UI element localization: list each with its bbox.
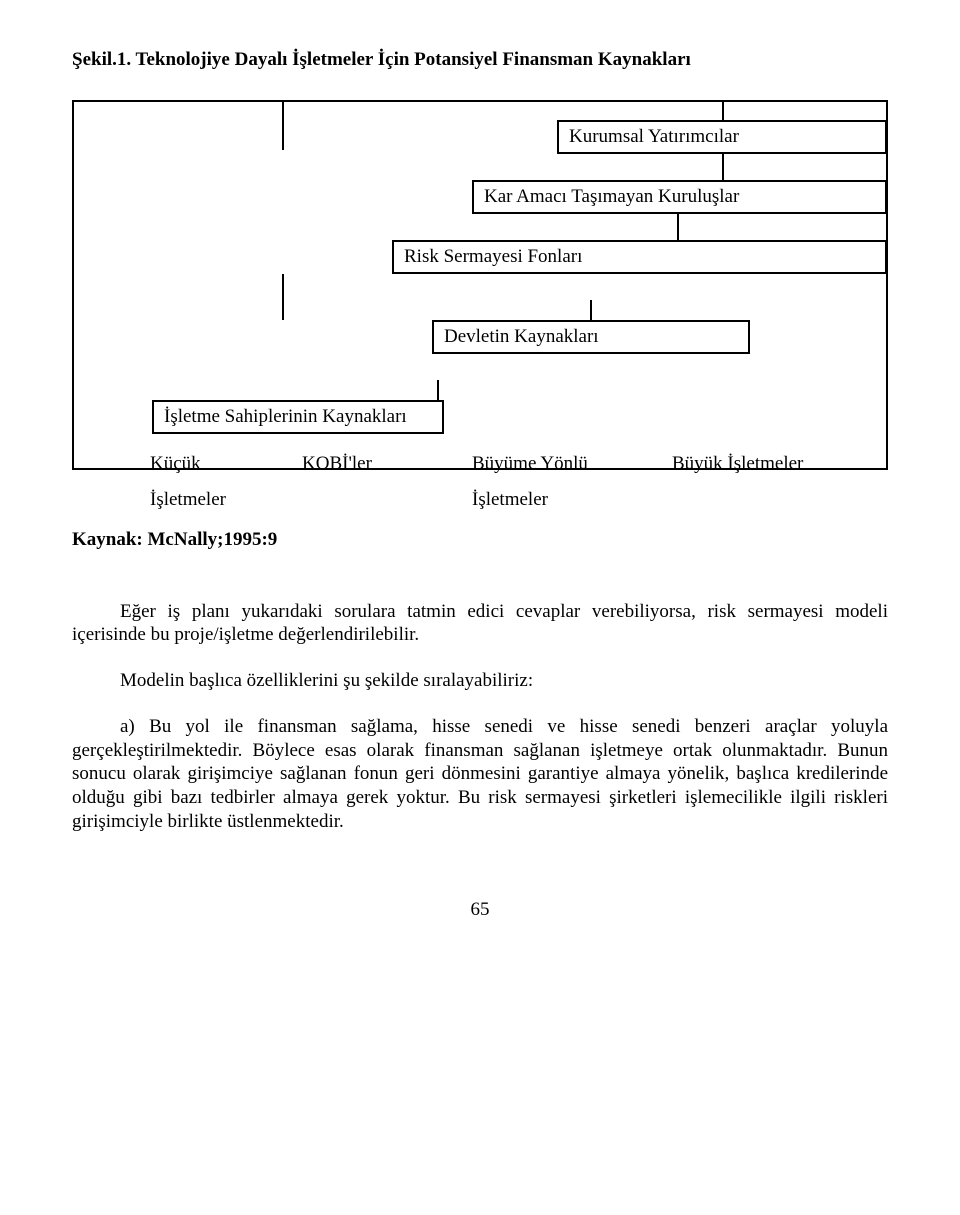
node-devlet-kaynaklari: Devletin Kaynakları bbox=[432, 320, 750, 354]
bottom-col-kucuk-b: İşletmeler bbox=[150, 488, 226, 512]
connector-devlet-top bbox=[590, 300, 592, 320]
page-number: 65 bbox=[72, 898, 888, 922]
connector-kar-bottom bbox=[677, 214, 679, 240]
bottom-col-buyume: Büyüme Yönlü bbox=[472, 452, 588, 476]
bottom-col-buyuk: Büyük İşletmeler bbox=[672, 452, 803, 476]
connector-mid-divider bbox=[282, 274, 284, 320]
node-label: Kar Amacı Taşımayan Kuruluşlar bbox=[484, 185, 739, 209]
body-paragraph-3: a) Bu yol ile finansman sağlama, hisse s… bbox=[72, 715, 888, 834]
bottom-col-buyume-b: İşletmeler bbox=[472, 488, 548, 512]
connector-kurumsal-bottom bbox=[722, 154, 724, 180]
node-risk-sermayesi: Risk Sermayesi Fonları bbox=[392, 240, 887, 274]
node-label: Kurumsal Yatırımcılar bbox=[569, 125, 739, 149]
node-label: Risk Sermayesi Fonları bbox=[404, 245, 582, 269]
connector-isletme-top bbox=[437, 380, 439, 400]
connector-top-divider bbox=[282, 102, 284, 150]
body-paragraph-2: Modelin başlıca özelliklerini şu şekilde… bbox=[72, 669, 888, 693]
node-kar-amaci-tasimayan: Kar Amacı Taşımayan Kuruluşlar bbox=[472, 180, 887, 214]
figure-diagram: Kurumsal Yatırımcılar Kar Amacı Taşımaya… bbox=[72, 100, 888, 520]
bottom-col-kucuk: Küçük bbox=[150, 452, 201, 476]
figure-source: Kaynak: McNally;1995:9 bbox=[72, 528, 888, 552]
figure-title: Şekil.1. Teknolojiye Dayalı İşletmeler İ… bbox=[72, 48, 888, 72]
body-paragraph-1: Eğer iş planı yukarıdaki sorulara tatmin… bbox=[72, 600, 888, 648]
bottom-col-kobi: KOBİ'ler bbox=[302, 452, 372, 476]
node-label: İşletme Sahiplerinin Kaynakları bbox=[164, 405, 407, 429]
node-label: Devletin Kaynakları bbox=[444, 325, 599, 349]
connector-kurumsal-top bbox=[722, 102, 724, 120]
node-isletme-sahiplerinin: İşletme Sahiplerinin Kaynakları bbox=[152, 400, 444, 434]
node-kurumsal-yatirimcilar: Kurumsal Yatırımcılar bbox=[557, 120, 887, 154]
